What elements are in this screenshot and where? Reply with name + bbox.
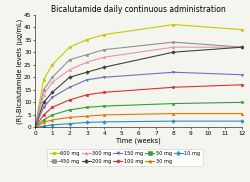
X-axis label: Time (weeks): Time (weeks) <box>116 137 161 144</box>
Title: Bicalutamide daily continuous administration: Bicalutamide daily continuous administra… <box>52 5 226 14</box>
Legend: 600 mg, 450 mg, 300 mg, 200 mg, 150 mg, 100 mg, 50 mg, 30 mg, 10 mg: 600 mg, 450 mg, 300 mg, 200 mg, 150 mg, … <box>47 149 203 166</box>
Y-axis label: (R)-Bicalutamide levels (μg/mL): (R)-Bicalutamide levels (μg/mL) <box>16 18 23 124</box>
